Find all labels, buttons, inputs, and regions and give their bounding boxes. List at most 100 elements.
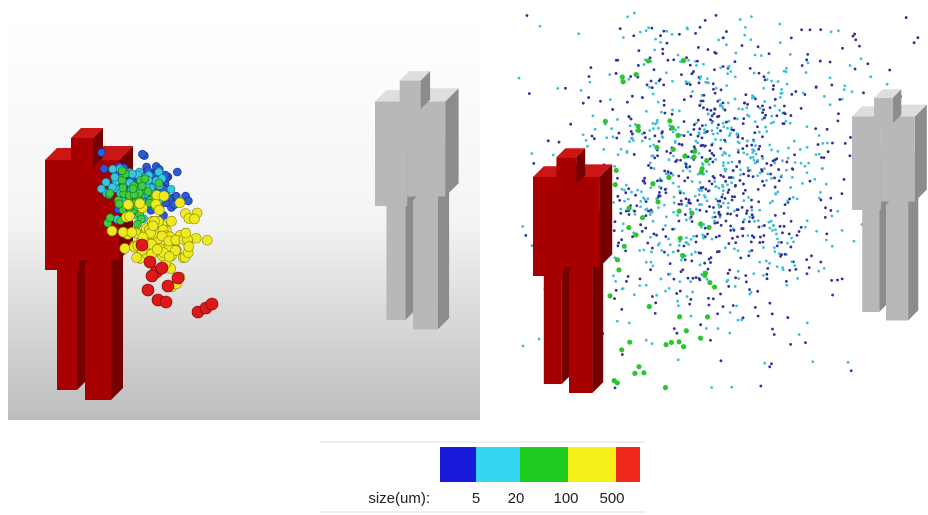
particle [817, 143, 820, 146]
particle [695, 241, 698, 244]
particle [643, 182, 646, 185]
particle [774, 193, 777, 196]
particle [690, 95, 693, 98]
particle [781, 231, 784, 234]
particle [641, 140, 644, 143]
block-front [564, 177, 600, 267]
particle [615, 380, 620, 385]
particle [653, 49, 656, 52]
particle [526, 14, 529, 17]
particle [663, 170, 666, 173]
legend-tick: 100 [553, 490, 578, 507]
particle [591, 135, 594, 138]
particle [652, 232, 655, 235]
particle [799, 148, 802, 151]
particle [206, 298, 218, 310]
particle [780, 88, 783, 91]
particle [632, 34, 635, 37]
particle [716, 127, 719, 130]
particle [698, 336, 703, 341]
particle [768, 262, 771, 265]
particle [155, 179, 163, 187]
particle [801, 182, 804, 185]
particle [705, 327, 708, 330]
particle [794, 90, 797, 93]
particle [781, 159, 784, 162]
particle [659, 78, 662, 81]
particle [708, 163, 711, 166]
particle [720, 359, 723, 362]
particle [616, 59, 619, 62]
particle [735, 305, 738, 308]
particle [613, 229, 616, 232]
particle [858, 45, 861, 48]
particle [830, 215, 833, 218]
particle [676, 300, 679, 303]
particle [697, 188, 700, 191]
particle [821, 142, 824, 145]
particle [683, 134, 686, 137]
particle [172, 272, 184, 284]
particle [708, 304, 711, 307]
particle [746, 103, 749, 106]
particle [698, 127, 701, 130]
particle [663, 385, 668, 390]
particle [776, 265, 779, 268]
particle [675, 292, 678, 295]
particle [715, 14, 718, 17]
particle [819, 28, 822, 31]
particle [721, 154, 724, 157]
particle [763, 167, 766, 170]
particle [741, 147, 744, 150]
particle [620, 238, 623, 241]
particle [815, 153, 818, 156]
particle [745, 280, 748, 283]
particle [823, 267, 826, 270]
particle [717, 115, 720, 118]
particle [666, 42, 669, 45]
particle [678, 189, 681, 192]
particle [616, 195, 619, 198]
particle [669, 273, 672, 276]
particle [619, 208, 622, 211]
particle [757, 315, 760, 318]
particle [742, 117, 745, 120]
particle [741, 234, 744, 237]
particle [717, 39, 720, 42]
particle [798, 230, 801, 233]
particle [813, 178, 816, 181]
particle [707, 280, 712, 285]
particle [746, 166, 749, 169]
particle [688, 303, 691, 306]
particle [615, 137, 618, 140]
block-front [874, 98, 893, 124]
particle [656, 154, 659, 157]
particle [758, 241, 761, 244]
particle [647, 26, 650, 29]
particle [743, 102, 746, 105]
particle [732, 304, 735, 307]
particle [751, 216, 754, 219]
particle [665, 71, 668, 74]
particle [650, 181, 655, 186]
particle [698, 251, 701, 254]
particle [817, 270, 820, 273]
particle [706, 130, 709, 133]
particle [785, 284, 788, 287]
particle [886, 83, 889, 86]
particle [713, 180, 716, 183]
particle [765, 130, 768, 133]
particle [719, 293, 722, 296]
particle [764, 126, 767, 129]
particle [809, 28, 812, 31]
particle [699, 26, 702, 29]
particle [681, 58, 686, 63]
particle [792, 240, 795, 243]
particle [744, 93, 747, 96]
particle [733, 247, 736, 250]
particle [692, 277, 695, 280]
particle [627, 205, 632, 210]
particle [888, 69, 891, 72]
particle [773, 250, 776, 253]
particle [710, 256, 713, 259]
